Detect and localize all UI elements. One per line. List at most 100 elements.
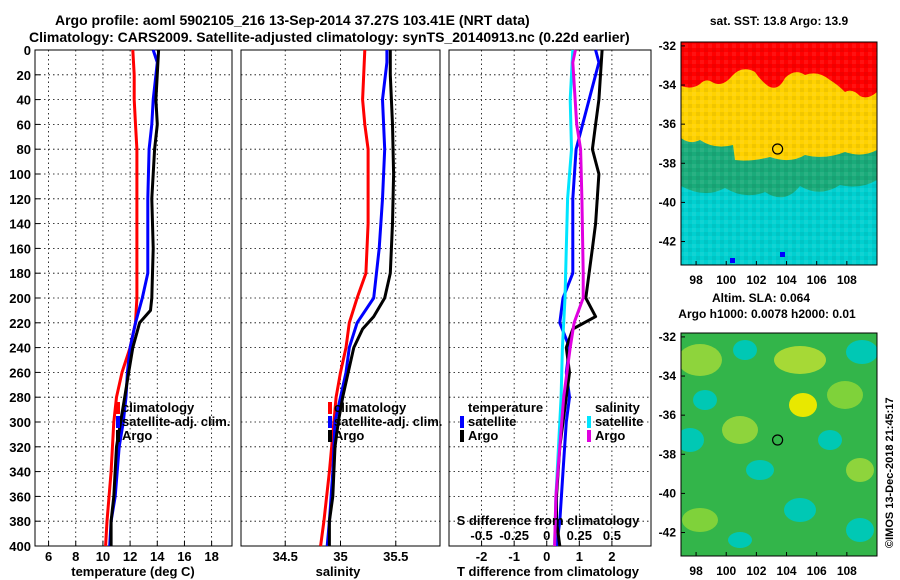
legend-sal-argo-label: Argo (595, 428, 625, 443)
x-tick-label: 8 (72, 549, 79, 564)
depth-tick-label: 80 (17, 142, 31, 157)
difference-series (553, 49, 604, 547)
sla-map-panel: Altim. SLA: 0.064 Argo h1000: 0.0078 h20… (659, 291, 878, 578)
argo-location-marker (771, 143, 784, 155)
temperature-series (104, 49, 161, 547)
legend-climatology-swatch (328, 402, 332, 414)
top-tick-label: -0.25 (499, 528, 529, 543)
lat-tick-label: -42 (659, 526, 677, 540)
legend-sal-satellite-swatch (587, 416, 591, 428)
top-tick-label: 0.25 (567, 528, 592, 543)
temperature-difference-tick-labels: -2 -1 0 1 2 (476, 549, 616, 564)
lon-tick-label: 102 (746, 564, 766, 578)
legend-salinity-heading: salinity (595, 400, 641, 415)
difference-legend: temperature satellite Argo salinity sate… (460, 400, 643, 443)
depth-tick-labels: 0 20 40 60 80 100 120 140 160 180 200 220 240 260 280 3… (9, 43, 40, 554)
sla-feature (784, 498, 816, 522)
lat-tick-label: -32 (659, 330, 677, 344)
x-tick-label: 35.5 (383, 549, 408, 564)
depth-tick-label: 400 (9, 539, 31, 554)
lat-tick-label: -40 (659, 195, 677, 209)
depth-tick-label: 20 (17, 68, 31, 83)
legend-climatology-swatch (116, 402, 120, 414)
legend-argo-swatch (328, 430, 332, 442)
temperature-difference-axis-label: T difference from climatology (457, 564, 640, 579)
lat-tick-label: -38 (659, 447, 677, 461)
legend-temp-satellite-swatch (460, 416, 464, 428)
legend-climatology-label: climatology (122, 400, 195, 415)
depth-tick-label: 220 (9, 316, 31, 331)
series-line-climatology (319, 49, 370, 547)
sla-feature (846, 458, 874, 482)
x-tick-label: 1 (576, 549, 583, 564)
sla-feature (818, 430, 842, 450)
series-line-salinity-argo (553, 49, 585, 547)
depth-tick-label: 300 (9, 415, 31, 430)
difference-plot-frame (448, 49, 652, 547)
depth-tick-label: 360 (9, 489, 31, 504)
sla-feature (746, 460, 774, 480)
depth-tick-label: 60 (17, 117, 31, 132)
lat-tick-label: -34 (659, 369, 677, 383)
temperature-grid (35, 50, 232, 546)
sla-feature (722, 416, 758, 444)
legend-argo-swatch (116, 430, 120, 442)
legend-temp-satellite-label: satellite (468, 414, 516, 429)
legend-sal-argo-swatch (587, 430, 591, 442)
temperature-tick-labels: 6 8 10 12 14 16 18 (45, 549, 219, 564)
sla-feature (728, 532, 752, 548)
legend-satellite-swatch (328, 416, 332, 428)
sla-feature (681, 344, 722, 376)
lon-tick-label: 108 (837, 273, 857, 287)
x-tick-label: 0 (543, 549, 550, 564)
lon-tick-label: 102 (746, 273, 766, 287)
legend-satellite-label: satellite-adj. clim. (334, 414, 442, 429)
salinity-panel: 34.5 35 35.5 climatology satellite-adj. cl… (240, 49, 442, 579)
legend-satellite-label: satellite-adj. clim. (122, 414, 230, 429)
sla-feature (827, 381, 863, 409)
temperature-legend: climatology satellite-adj. clim. Argo (116, 400, 230, 443)
lon-tick-label: 104 (777, 273, 797, 287)
sla-feature (846, 340, 877, 364)
sst-blue-pixels (780, 252, 785, 257)
title-line-2: Climatology: CARS2009. Satellite-adjuste… (29, 29, 630, 45)
lat-tick-label: -42 (659, 235, 677, 249)
depth-tick-label: 100 (9, 167, 31, 182)
top-tick-label: 0.5 (603, 528, 621, 543)
lon-tick-label: 106 (807, 564, 827, 578)
sla-feature (846, 518, 874, 542)
depth-tick-label: 340 (9, 465, 31, 480)
top-tick-label: 0 (543, 528, 550, 543)
lon-tick-label: 106 (807, 273, 827, 287)
legend-argo-label: Argo (334, 428, 364, 443)
sst-blue-pixels (730, 258, 735, 263)
sst-map-title: sat. SST: 13.8 Argo: 13.9 (710, 14, 849, 28)
lon-tick-label: 100 (716, 564, 736, 578)
sla-feature (733, 340, 757, 360)
lon-tick-label: 98 (689, 273, 703, 287)
series-line-argo (327, 50, 396, 546)
salinity-difference-axis-label: S difference from climatology (457, 513, 641, 528)
depth-tick-label: 160 (9, 241, 31, 256)
sla-feature (693, 390, 717, 410)
difference-grid (449, 50, 651, 546)
depth-tick-label: 260 (9, 365, 31, 380)
legend-temp-argo-swatch (460, 430, 464, 442)
x-tick-label: 18 (204, 549, 218, 564)
argo-location-marker (771, 434, 784, 446)
x-tick-label: -1 (508, 549, 520, 564)
title-line-1: Argo profile: aoml 5902105_216 13-Sep-20… (55, 12, 530, 28)
depth-tick-label: 380 (9, 514, 31, 529)
sst-map-panel: sat. SST: 13.8 Argo: 13.9 98 100 102 104 106… (659, 14, 878, 287)
sla-map-frame (680, 332, 878, 557)
depth-tick-label: 240 (9, 341, 31, 356)
difference-panel: temperature satellite Argo salinity sate… (448, 49, 652, 579)
lon-tick-label: 98 (689, 564, 703, 578)
legend-sal-satellite-label: satellite (595, 414, 643, 429)
depth-tick-label: 40 (17, 93, 31, 108)
lon-tick-label: 104 (777, 564, 797, 578)
lat-tick-label: -38 (659, 156, 677, 170)
legend-satellite-swatch (116, 416, 120, 428)
x-tick-label: 12 (123, 549, 137, 564)
